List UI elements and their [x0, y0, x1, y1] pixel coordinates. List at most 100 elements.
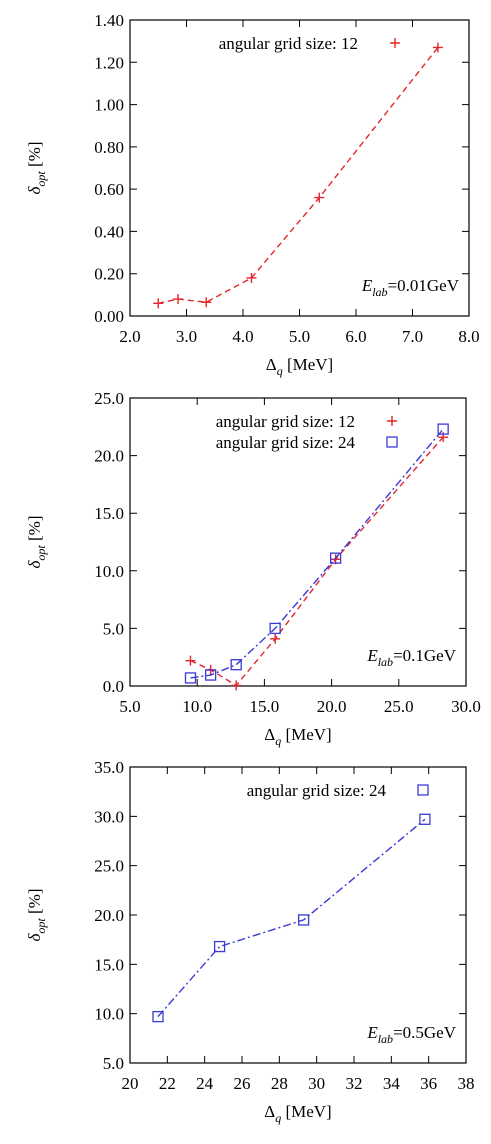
y-tick-label: 0.20: [94, 265, 124, 284]
x-tick-label: 5.0: [289, 327, 310, 346]
y-tick-label: 35.0: [94, 758, 124, 777]
x-tick-label: 3.0: [176, 327, 197, 346]
legend-label: angular grid size: 12: [216, 412, 355, 431]
x-tick-label: 22: [159, 1074, 176, 1093]
x-tick-label: 10.0: [182, 697, 212, 716]
marker: [152, 1010, 164, 1023]
y-axis-label: δopt [%]: [25, 889, 48, 942]
panel: 5.0 10.0 15.0 20.0 25.0 30.00.05.010.015.020.…: [25, 389, 481, 748]
x-tick-label: 34: [383, 1074, 401, 1093]
y-tick-label: 0.60: [94, 180, 124, 199]
marker: [201, 297, 212, 308]
x-tick-label: 38: [458, 1074, 475, 1093]
x-tick-label: 20.0: [317, 697, 347, 716]
y-axis-label-symbol: δ: [25, 932, 44, 941]
y-tick-label: 1.00: [94, 96, 124, 115]
x-axis-label-rest: [MeV]: [283, 355, 334, 374]
series-line: [190, 428, 444, 679]
x-axis-label-symbol: Δ: [264, 1102, 275, 1121]
x-tick-label: 15.0: [250, 697, 280, 716]
series-line: [158, 47, 439, 304]
marker: [213, 940, 226, 953]
x-tick-label: 25.0: [384, 697, 414, 716]
annotation-rest: =0.01GeV: [388, 276, 460, 295]
annotation-sub: lab: [372, 285, 387, 299]
annotation-symbol: E: [366, 1023, 378, 1042]
plot-frame: [129, 19, 470, 317]
y-tick-label: 15.0: [94, 504, 124, 523]
legend-marker: [390, 38, 400, 48]
marker: [231, 680, 242, 691]
x-tick-label: 28: [271, 1074, 288, 1093]
x-tick-label: 30: [308, 1074, 325, 1093]
x-axis-label-symbol: Δ: [264, 725, 275, 744]
marker: [269, 622, 281, 635]
y-axis-label-symbol: δ: [25, 559, 44, 568]
x-tick-label: 30.0: [451, 697, 481, 716]
legend-marker: [386, 436, 398, 448]
y-tick-label: 20.0: [94, 906, 124, 925]
plot-frame: [129, 397, 467, 687]
marker: [184, 672, 197, 684]
x-tick-label: 36: [420, 1074, 437, 1093]
annotation-sub: lab: [378, 655, 393, 669]
y-axis-label-symbol: δ: [25, 185, 44, 194]
y-axis-label-sub: opt: [34, 171, 48, 187]
x-tick-label: 5.0: [119, 697, 140, 716]
panel: 2.0 3.0 4.0 5.0 6.0 7.0 8.0 0.00 0.20 0.40 0.60 0.8…: [25, 11, 480, 378]
marker: [314, 192, 325, 203]
y-tick-label: 0.0: [103, 677, 124, 696]
annotation-rest: =0.5GeV: [393, 1023, 457, 1042]
x-tick-label: 8.0: [458, 327, 479, 346]
marker: [297, 914, 310, 926]
x-axis-label: Δq [MeV]: [264, 725, 331, 748]
marker: [204, 669, 217, 681]
marker: [230, 659, 242, 671]
y-tick-label: 1.40: [94, 11, 124, 30]
x-tick-label: 4.0: [232, 327, 253, 346]
x-axis-label-rest: [MeV]: [281, 725, 332, 744]
marker: [437, 423, 449, 435]
x-axis-label-symbol: Δ: [266, 355, 277, 374]
panel: 20 22 24 26 28 30 32 34 36 38 5.0 10.0 15.0 20.0 25.0 3…: [25, 758, 475, 1125]
annotation-sub: lab: [378, 1032, 393, 1046]
x-axis-label-sub: q: [277, 364, 283, 378]
y-tick-label: 5.0: [103, 619, 124, 638]
x-axis-label: Δq [MeV]: [264, 1102, 331, 1125]
y-axis-label-sub: opt: [34, 545, 48, 561]
y-axis-label: δopt [%]: [25, 142, 48, 195]
y-tick-label: 1.20: [94, 53, 124, 72]
legend-label: angular grid size: 24: [247, 781, 387, 800]
x-axis-label-sub: q: [275, 734, 281, 748]
x-tick-label: 20: [122, 1074, 139, 1093]
x-tick-label: 32: [346, 1074, 363, 1093]
x-axis-label: Δq [MeV]: [266, 355, 333, 378]
annotation: Elab=0.1GeV: [366, 646, 456, 669]
marker: [419, 813, 431, 825]
series-line: [190, 436, 444, 687]
y-tick-label: 0.00: [94, 307, 124, 326]
y-tick-label: 0.80: [94, 138, 124, 157]
x-axis-label-sub: q: [275, 1111, 281, 1125]
annotation: Elab=0.5GeV: [366, 1023, 456, 1046]
y-tick-label: 0.40: [94, 222, 124, 241]
x-tick-label: 2.0: [119, 327, 140, 346]
y-tick-label: 25.0: [94, 389, 124, 408]
x-tick-label: 26: [234, 1074, 251, 1093]
y-tick-label: 5.0: [103, 1054, 124, 1073]
annotation-symbol: E: [361, 276, 373, 295]
marker: [173, 294, 184, 305]
legend-label: angular grid size: 24: [216, 433, 356, 452]
y-tick-label: 25.0: [94, 857, 124, 876]
x-tick-label: 7.0: [402, 327, 423, 346]
marker: [185, 655, 196, 666]
marker: [432, 42, 443, 53]
legend-label: angular grid size: 12: [219, 34, 358, 53]
y-tick-label: 10.0: [94, 562, 124, 581]
x-tick-label: 24: [196, 1074, 214, 1093]
y-tick-label: 10.0: [94, 1005, 124, 1024]
y-tick-label: 20.0: [94, 447, 124, 466]
marker: [270, 633, 281, 644]
y-axis-label-rest: [%]: [25, 142, 44, 172]
